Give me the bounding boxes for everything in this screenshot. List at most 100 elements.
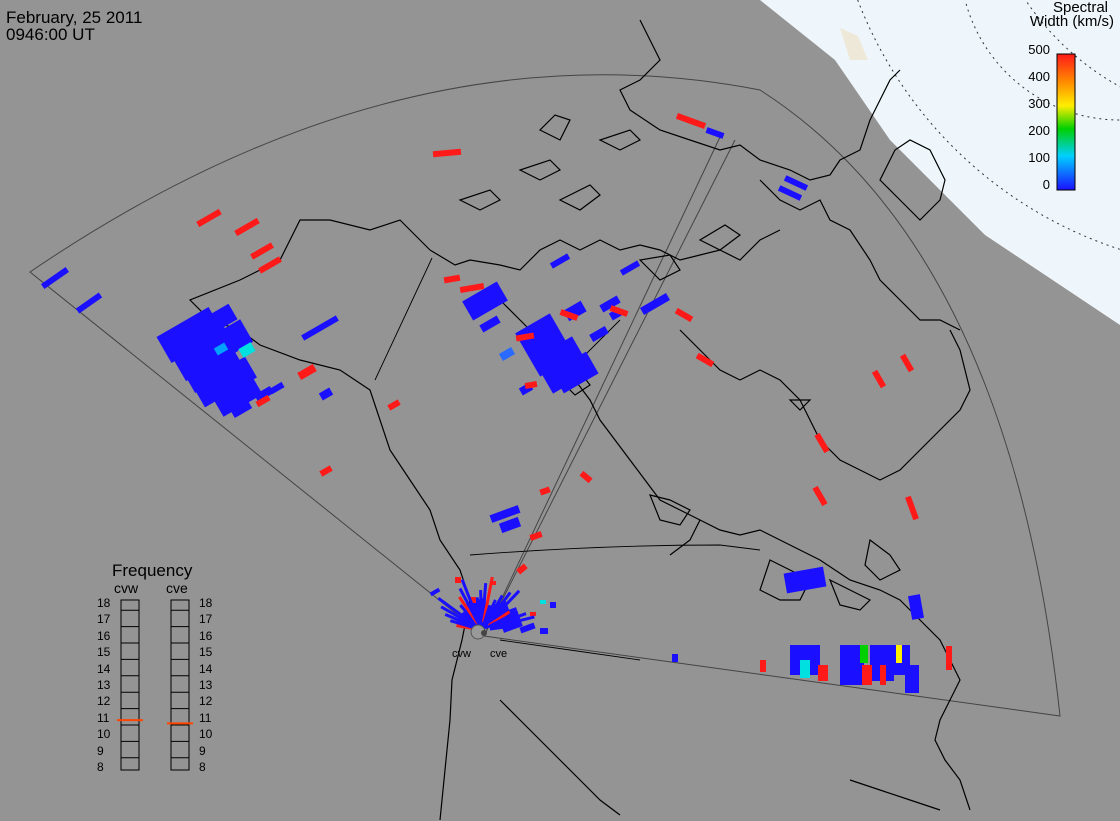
frequency-gauges — [120, 599, 190, 771]
frequency-tick-label: 13 — [199, 678, 213, 692]
frequency-tick-label: 13 — [97, 678, 111, 692]
echo-cell — [455, 577, 461, 583]
echo-cell — [550, 602, 556, 608]
frequency-tick-label: 10 — [199, 727, 213, 742]
echo-cell — [498, 347, 516, 361]
frequency-tick-label: 9 — [97, 743, 104, 758]
echo-cell — [549, 253, 571, 269]
echo-beam — [479, 589, 484, 623]
echo-cell — [814, 432, 830, 454]
echo-cell — [539, 486, 551, 496]
echo-cell — [579, 470, 593, 484]
echo-cell — [908, 594, 924, 620]
echo-cell — [196, 208, 222, 228]
echo-cell — [213, 342, 229, 356]
echo-beam — [489, 625, 508, 631]
echo-cell — [196, 319, 254, 367]
site-label-cvw: cvw — [452, 648, 471, 660]
scatter-echoes — [40, 113, 952, 693]
echo-cell — [880, 665, 886, 685]
fov-boundary-west — [483, 139, 736, 637]
echo-cell — [250, 242, 274, 260]
echo-cell — [896, 645, 902, 663]
echo-cell — [609, 305, 629, 317]
echo-cell — [905, 495, 919, 521]
echo-cell — [387, 399, 401, 411]
echo-beam — [488, 612, 527, 629]
frequency-tick-label: 14 — [199, 661, 213, 676]
colorbar-tick: 500 — [1028, 42, 1050, 57]
echo-cell — [640, 293, 670, 315]
echo-beam — [486, 589, 521, 626]
echo-beam — [481, 583, 488, 623]
echo-cell — [551, 351, 599, 394]
echo-beam — [485, 591, 512, 625]
echo-cell — [619, 260, 641, 276]
frequency-tick-label: 18 — [199, 596, 213, 610]
echo-cell — [695, 352, 715, 368]
colorbar-tick: 300 — [1028, 96, 1050, 111]
echo-cell — [515, 332, 535, 342]
colorbar-tick: 200 — [1028, 123, 1050, 138]
echo-cell — [783, 175, 809, 191]
frequency-tick-label: 8 — [97, 760, 104, 774]
fov-outline — [29, 74, 1061, 717]
echo-cell — [672, 654, 678, 662]
fov-boundary-east — [483, 136, 721, 637]
echo-cell — [319, 465, 333, 477]
echo-beam — [488, 610, 519, 628]
colorbar-tick: 100 — [1028, 150, 1050, 165]
frequency-tick-label: 8 — [199, 760, 206, 774]
frequency-tick-label: 16 — [97, 628, 111, 643]
echo-cell — [193, 356, 257, 408]
echo-beam — [460, 579, 481, 624]
echo-cell — [530, 612, 536, 616]
frequency-tick-label: 11 — [97, 710, 110, 725]
frequency-title: Frequency — [112, 561, 193, 580]
echo-cell — [40, 266, 70, 290]
coastlines — [188, 19, 971, 821]
echo-cell — [212, 375, 263, 417]
echo-cell — [524, 381, 538, 389]
echo-cell — [777, 185, 803, 201]
echo-cell — [783, 566, 827, 594]
echo-cell — [429, 587, 441, 597]
echo-cell — [234, 217, 260, 237]
echo-cell — [540, 628, 548, 634]
echo-cell — [432, 148, 462, 158]
frequency-tick-label: 17 — [97, 612, 111, 627]
echo-beam — [458, 596, 479, 625]
time-label: 0946:00 UT — [6, 25, 95, 44]
echo-cell — [202, 303, 238, 335]
frequency-tick-label: 12 — [97, 694, 111, 709]
echo-cell — [258, 256, 282, 274]
echo-beam — [458, 587, 480, 624]
echo-cell — [946, 646, 952, 670]
echo-cell — [443, 274, 461, 284]
gauge-ticks — [121, 609, 189, 759]
echo-cell — [674, 307, 694, 323]
echo-cell — [818, 665, 828, 681]
frequency-tick-label: 17 — [199, 612, 213, 627]
echo-cell — [905, 665, 919, 693]
frequency-tick-label: 18 — [97, 596, 111, 610]
echo-beam — [440, 605, 476, 628]
echo-cell — [812, 485, 828, 507]
site-label-cve: cve — [490, 648, 508, 660]
echo-cell — [800, 660, 810, 678]
echo-cell — [760, 660, 766, 672]
echo-cell — [860, 645, 868, 663]
echo-cell — [227, 395, 253, 419]
echo-cell — [862, 665, 872, 685]
echo-beam — [482, 576, 494, 623]
echo-cell — [269, 381, 285, 395]
frequency-tick-label: 14 — [97, 661, 111, 676]
echo-cell — [254, 386, 274, 402]
echo-cell — [318, 387, 334, 401]
frequency-tick-label: 15 — [97, 645, 111, 660]
echo-beam — [444, 612, 476, 629]
echo-cell — [238, 342, 256, 358]
echo-beam — [484, 594, 504, 624]
echo-cell — [489, 505, 521, 523]
